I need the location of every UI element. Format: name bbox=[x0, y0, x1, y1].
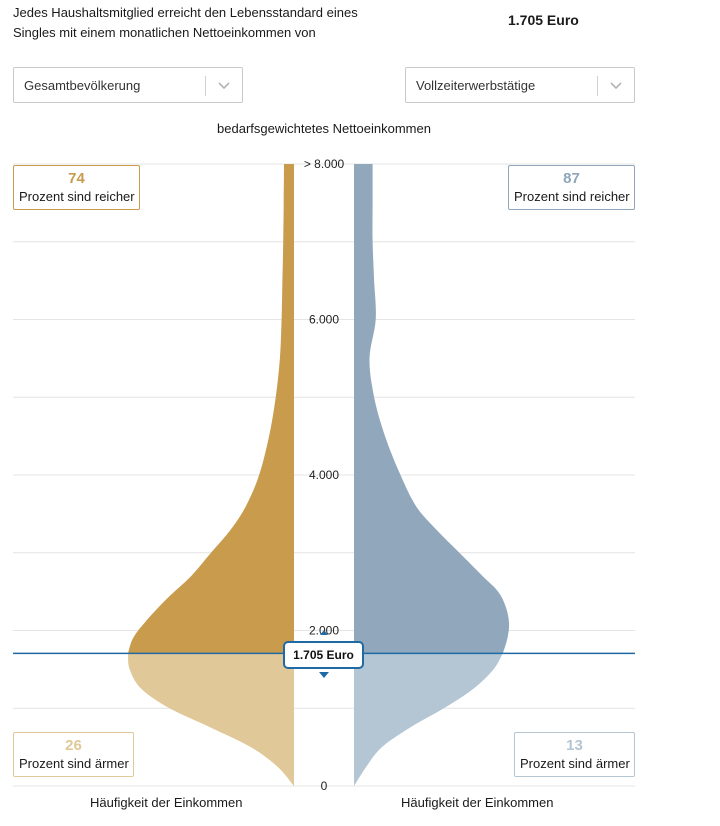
chevron-down-icon bbox=[218, 82, 230, 90]
right-x-axis-label: Häufigkeit der Einkommen bbox=[401, 795, 554, 810]
intro-line-2: Singles mit einem monatlichen Nettoeinko… bbox=[13, 25, 316, 40]
income-marker-handle[interactable]: 1.705 Euro bbox=[283, 641, 364, 669]
left-x-axis-label: Häufigkeit der Einkommen bbox=[90, 795, 243, 810]
select-separator bbox=[205, 76, 206, 96]
income-amount: 1.705 Euro bbox=[508, 12, 579, 28]
right-percent-poorer-box: 13 Prozent sind ärmer bbox=[514, 732, 635, 777]
intro-line-1: Jedes Haushaltsmitglied erreicht den Leb… bbox=[13, 5, 358, 20]
select-separator bbox=[597, 76, 598, 96]
left-percent-poorer-box: 26 Prozent sind ärmer bbox=[13, 732, 134, 777]
left-percent-richer-label: Prozent sind reicher bbox=[19, 189, 135, 204]
marker-down-arrow-icon[interactable] bbox=[319, 672, 329, 678]
intro-text: Jedes Haushaltsmitglied erreicht den Leb… bbox=[13, 3, 413, 43]
y-tick-label: 4.000 bbox=[309, 468, 339, 482]
y-tick-label: 6.000 bbox=[309, 313, 339, 327]
population-select-right[interactable]: Vollzeiterwerbstätige bbox=[405, 67, 635, 103]
right-area-above-threshold bbox=[354, 164, 510, 654]
population-select-right-value: Vollzeiterwerbstätige bbox=[416, 78, 536, 93]
right-percent-richer-box: 87 Prozent sind reicher bbox=[508, 165, 635, 210]
right-percent-poorer-label: Prozent sind ärmer bbox=[520, 756, 630, 771]
population-select-left[interactable]: Gesamtbevölkerung bbox=[13, 67, 243, 103]
right-percent-richer-value: 87 bbox=[563, 170, 580, 187]
y-tick-label: > 8.000 bbox=[304, 157, 345, 171]
chart-title: bedarfsgewichtetes Nettoeinkommen bbox=[217, 121, 431, 136]
left-area-below-threshold bbox=[128, 653, 294, 786]
left-percent-richer-value: 74 bbox=[68, 170, 85, 187]
right-area-below-threshold bbox=[354, 653, 503, 786]
population-select-left-value: Gesamtbevölkerung bbox=[24, 78, 141, 93]
right-percent-richer-label: Prozent sind reicher bbox=[514, 189, 630, 204]
left-percent-poorer-label: Prozent sind ärmer bbox=[19, 756, 129, 771]
right-percent-poorer-value: 13 bbox=[566, 737, 583, 754]
left-percent-poorer-value: 26 bbox=[65, 737, 82, 754]
chevron-down-icon bbox=[610, 82, 622, 90]
y-tick-label: 0 bbox=[321, 779, 328, 793]
left-percent-richer-box: 74 Prozent sind reicher bbox=[13, 165, 140, 210]
left-area-above-threshold bbox=[128, 164, 294, 654]
marker-up-arrow-icon[interactable] bbox=[320, 630, 328, 635]
